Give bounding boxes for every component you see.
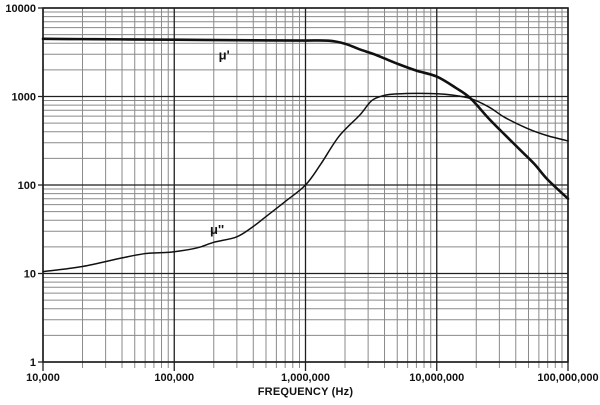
plot-border	[42, 7, 569, 363]
x-axis-title: FREQUENCY (Hz)	[257, 386, 354, 398]
mu-prime-curve	[41, 37, 570, 201]
y-tick-label: 10	[24, 269, 36, 281]
x-tick-label: 10,000	[26, 372, 60, 384]
mu-double-prime-label: μ''	[210, 222, 224, 237]
y-tick-label: 10000	[5, 3, 36, 15]
x-tick-label: 100,000	[154, 372, 194, 384]
x-tick-label: 10,000,000	[409, 372, 464, 384]
mu-double-prime-curve	[42, 92, 569, 273]
x-tick-label: 1,000,000	[281, 372, 330, 384]
mu-prime-label: μ'	[219, 48, 230, 63]
y-tick-label: 1	[30, 357, 36, 369]
y-tick-label: 1000	[12, 92, 36, 104]
y-tick-label: 100	[18, 180, 36, 192]
x-tick-label: 100,000,000	[537, 372, 598, 384]
